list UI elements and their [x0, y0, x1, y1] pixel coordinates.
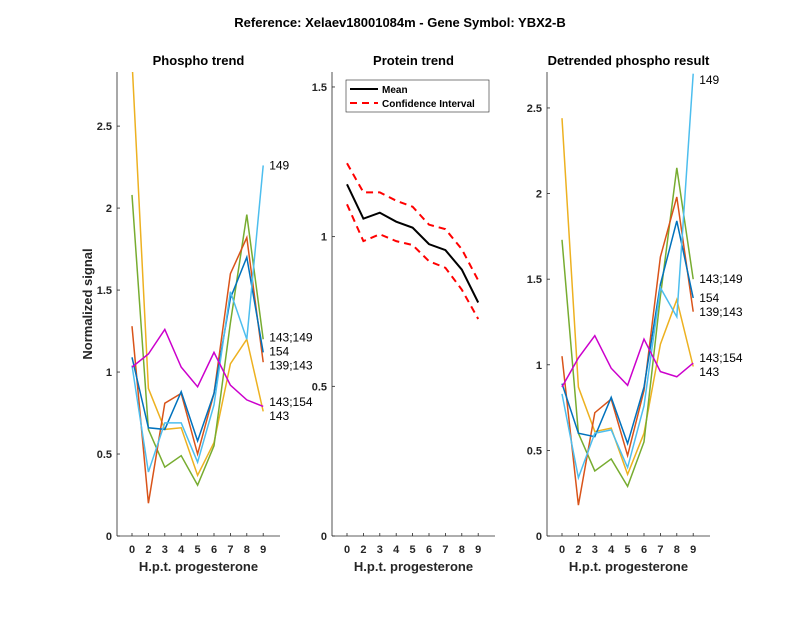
x-tick-label: 5 — [410, 544, 416, 556]
series-line-143-154 — [131, 327, 264, 408]
series-end-label: 154 — [699, 291, 719, 305]
series-line-149 — [561, 73, 694, 481]
x-tick-label: 5 — [195, 544, 201, 556]
y-tick-label: 1.5 — [312, 82, 327, 94]
x-tick-label: 3 — [377, 544, 383, 556]
series-line-143-154 — [561, 334, 694, 388]
subplot-title: Detrended phospho result — [548, 53, 710, 68]
series-line-mean — [346, 183, 480, 303]
x-tick-label: 7 — [227, 544, 233, 556]
series-end-label: 139;143 — [269, 358, 313, 372]
x-tick-label: 7 — [442, 544, 448, 556]
x-tick-label: 8 — [459, 544, 465, 556]
x-tick-label: 6 — [641, 544, 647, 556]
series-line-154 — [131, 254, 264, 444]
series-line-confidence-interval — [346, 162, 480, 281]
x-tick-label: 6 — [426, 544, 432, 556]
x-tick-label: 4 — [178, 544, 185, 556]
subplot-title: Phospho trend — [153, 53, 245, 68]
y-tick-label: 2 — [106, 203, 112, 215]
series-end-label: 143;149 — [699, 272, 743, 286]
x-tick-label: 9 — [260, 544, 266, 556]
series-end-label: 149 — [699, 73, 719, 87]
series-group — [561, 73, 694, 506]
legend: Mean Confidence Interval — [345, 79, 490, 113]
y-tick-label: 2.5 — [527, 103, 542, 115]
y-tick-label: 2 — [536, 189, 542, 201]
x-axis-label: H.p.t. progesterone — [139, 559, 258, 574]
series-line-143 — [131, 72, 264, 478]
series-end-label: 143 — [699, 365, 719, 379]
x-tick-label: 8 — [244, 544, 250, 556]
legend-entry: Confidence Interval — [382, 99, 475, 110]
y-tick-label: 0 — [106, 531, 112, 543]
series-end-label: 143 — [269, 409, 289, 423]
y-tick-label: 0 — [321, 531, 327, 543]
x-tick-label: 0 — [129, 544, 135, 556]
y-tick-label: 1.5 — [97, 285, 112, 297]
y-tick-label: 1 — [536, 360, 542, 372]
series-line-139-143 — [561, 196, 694, 506]
series-end-label: 143;154 — [269, 395, 313, 409]
y-tick-label: 1.5 — [527, 274, 542, 286]
x-tick-label: 9 — [475, 544, 481, 556]
y-tick-label: 0.5 — [312, 381, 327, 393]
series-line-149 — [131, 165, 264, 473]
series-end-label: 143;154 — [699, 351, 743, 365]
figure-title: Reference: Xelaev18001084m - Gene Symbol… — [234, 15, 565, 30]
series-end-label: 139;143 — [699, 305, 743, 319]
series-end-label: 149 — [269, 158, 289, 172]
x-tick-label: 6 — [211, 544, 217, 556]
y-tick-label: 0.5 — [97, 449, 112, 461]
y-tick-label: 0 — [536, 531, 542, 543]
x-axis-label: H.p.t. progesterone — [354, 559, 473, 574]
x-tick-label: 5 — [625, 544, 631, 556]
series-line-ci-lower — [346, 203, 480, 320]
x-tick-label: 4 — [393, 544, 400, 556]
series-group — [131, 72, 264, 504]
x-tick-label: 2 — [360, 544, 366, 556]
x-tick-label: 4 — [608, 544, 615, 556]
x-tick-label: 0 — [344, 544, 350, 556]
y-tick-label: 0.5 — [527, 445, 542, 457]
x-tick-label: 2 — [575, 544, 581, 556]
subplot-title: Protein trend — [373, 53, 454, 68]
series-group — [346, 162, 480, 320]
x-axis-label: H.p.t. progesterone — [569, 559, 688, 574]
series-line-139-143 — [131, 234, 264, 504]
y-tick-label: 1 — [321, 232, 327, 244]
series-end-label: 154 — [269, 344, 289, 358]
x-tick-label: 0 — [559, 544, 565, 556]
x-tick-label: 9 — [690, 544, 696, 556]
series-line-154 — [561, 220, 694, 446]
y-tick-label: 1 — [106, 367, 112, 379]
series-end-label: 143;149 — [269, 330, 313, 344]
x-tick-label: 8 — [674, 544, 680, 556]
x-tick-label: 3 — [162, 544, 168, 556]
x-tick-label: 2 — [145, 544, 151, 556]
series-line-143-149 — [561, 167, 694, 489]
legend-box — [345, 79, 490, 113]
x-tick-label: 3 — [592, 544, 598, 556]
series-line-143 — [561, 118, 694, 477]
x-tick-label: 7 — [657, 544, 663, 556]
legend-entry: Mean — [382, 85, 408, 96]
y-tick-label: 2.5 — [97, 121, 112, 133]
y-axis-label: Normalized signal — [80, 248, 95, 359]
